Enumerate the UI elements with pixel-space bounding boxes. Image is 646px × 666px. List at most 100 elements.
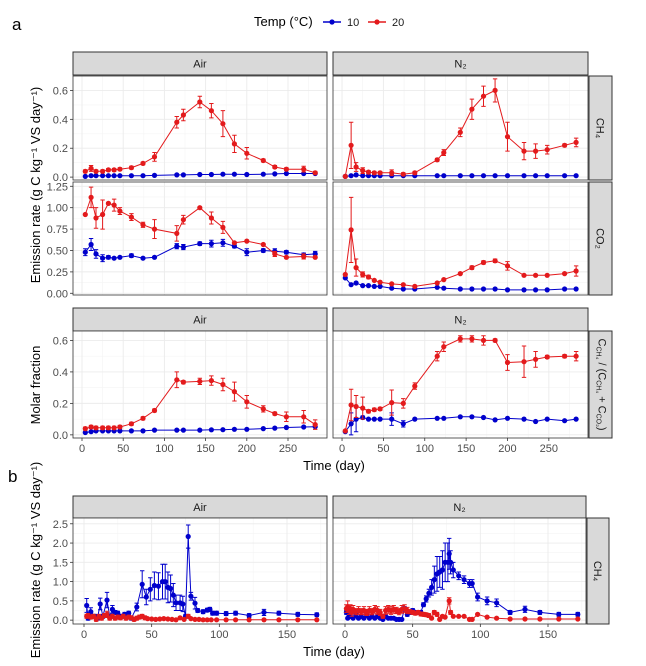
- y-tick-label: 0.25: [47, 267, 68, 279]
- y-tick-label: 0.0: [53, 615, 68, 627]
- data-point: [208, 171, 214, 178]
- panel-a-co2-air-border: [72, 181, 328, 296]
- data-point: [429, 584, 435, 591]
- data-point: [469, 173, 475, 179]
- x-tick-label: 50: [407, 629, 419, 641]
- data-point: [134, 604, 140, 610]
- data-point: [504, 287, 511, 293]
- data-point: [434, 173, 440, 179]
- data-point: [272, 164, 278, 170]
- data-point: [220, 427, 226, 433]
- data-point: [295, 617, 301, 623]
- data-point: [573, 286, 579, 292]
- data-point: [260, 426, 266, 432]
- data-point: [105, 173, 111, 179]
- series-line-20: [344, 229, 577, 287]
- legend-label-10: 10: [347, 17, 359, 29]
- data-point: [223, 617, 229, 623]
- data-point: [301, 424, 307, 430]
- strip-right-a-molar: CCH₄ / (CCH₄ + CCO₂): [588, 330, 613, 439]
- data-point: [82, 429, 88, 436]
- data-point: [84, 602, 90, 609]
- data-point: [348, 282, 354, 288]
- data-point: [507, 609, 513, 616]
- data-point: [82, 426, 88, 432]
- data-point: [544, 272, 550, 278]
- data-point: [272, 251, 278, 257]
- data-point: [88, 424, 94, 430]
- series-20: [343, 597, 581, 623]
- data-point: [260, 406, 266, 412]
- data-point: [162, 579, 168, 585]
- data-point: [575, 611, 581, 618]
- data-point: [283, 249, 289, 255]
- data-point: [400, 282, 406, 288]
- data-point: [117, 166, 123, 172]
- data-point: [82, 211, 88, 218]
- data-point: [261, 609, 267, 616]
- data-point: [283, 424, 289, 431]
- data-point: [151, 582, 157, 589]
- data-point: [573, 268, 579, 274]
- data-point: [456, 573, 462, 579]
- data-point: [507, 616, 513, 622]
- strip-right-bg: [588, 330, 613, 439]
- data-point: [105, 167, 111, 173]
- panel-a-ch4-air-border: [72, 75, 328, 181]
- data-point: [82, 173, 88, 179]
- data-point: [457, 336, 463, 342]
- data-point: [360, 173, 366, 179]
- data-point: [188, 593, 194, 599]
- data-point: [151, 254, 158, 260]
- data-point: [170, 592, 176, 598]
- y-tick-label: 0.6: [53, 85, 68, 97]
- data-point: [88, 429, 94, 435]
- panel-a-ch4-n2: [332, 75, 589, 181]
- data-point: [492, 286, 498, 292]
- data-point: [188, 616, 194, 622]
- strip-top-a-row2-n2: N₂: [332, 307, 589, 332]
- data-point: [312, 170, 318, 176]
- data-point: [161, 616, 167, 622]
- data-point: [244, 150, 250, 156]
- data-point: [389, 416, 395, 422]
- strip-right-label: CO₂: [594, 228, 606, 249]
- data-point: [140, 255, 146, 261]
- data-point: [301, 166, 307, 172]
- data-point: [276, 617, 282, 623]
- y-tick-label: 0.6: [53, 335, 68, 347]
- legend-entry-20: 20: [368, 17, 404, 29]
- strip-right-a-co2: CO₂: [588, 181, 613, 296]
- data-point: [260, 171, 266, 177]
- data-point: [93, 215, 99, 221]
- strip-subscript: CO₂: [595, 414, 602, 428]
- data-point: [220, 121, 226, 127]
- data-point: [140, 173, 146, 179]
- data-point: [105, 200, 111, 206]
- data-point: [461, 613, 467, 619]
- series-10: [342, 172, 579, 179]
- data-point: [342, 173, 348, 179]
- data-point: [461, 577, 467, 583]
- data-point: [537, 616, 543, 622]
- panel-b-ch4-n2-border: [332, 517, 587, 625]
- data-point: [115, 610, 121, 616]
- data-point: [377, 609, 383, 616]
- series-10: [82, 238, 318, 263]
- data-point: [389, 170, 395, 176]
- data-point: [504, 359, 511, 366]
- data-point: [441, 277, 447, 283]
- x-tick-label: 200: [238, 443, 256, 455]
- data-point: [521, 148, 527, 154]
- data-point: [244, 171, 250, 178]
- data-point: [365, 173, 372, 179]
- data-point: [457, 271, 463, 277]
- y-tick-label: 0.2: [53, 143, 68, 155]
- series-line-10: [84, 242, 316, 259]
- data-point: [469, 616, 475, 623]
- legend-entry-10: 10: [323, 17, 359, 29]
- data-point: [389, 285, 395, 291]
- data-point: [208, 108, 214, 114]
- data-point: [365, 283, 372, 289]
- data-point: [400, 400, 406, 406]
